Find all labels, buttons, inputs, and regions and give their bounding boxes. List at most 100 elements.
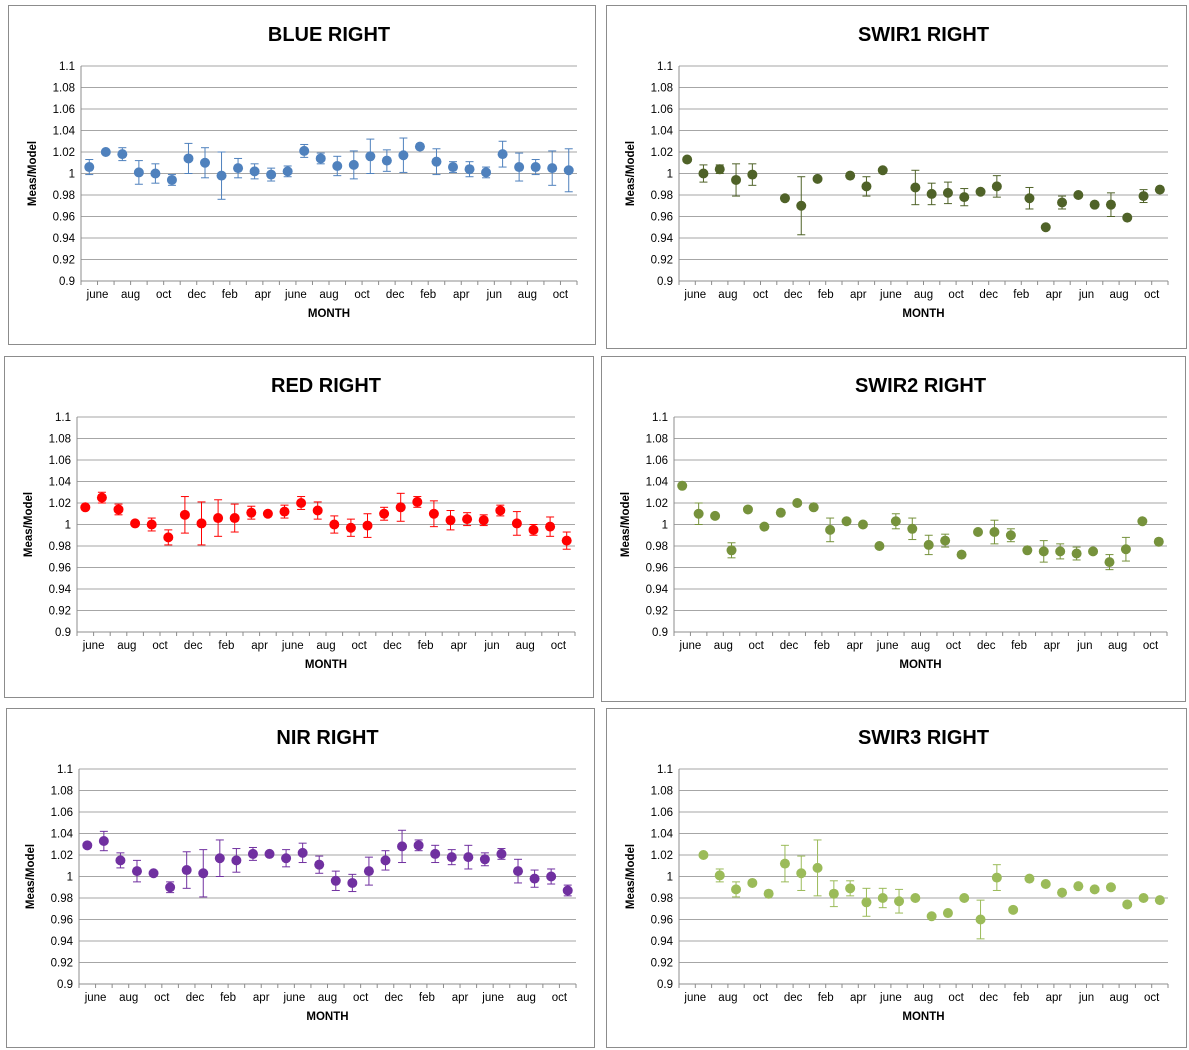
data-point: [496, 848, 507, 859]
data-point: [1073, 190, 1084, 200]
y-tick-label: 0.96: [651, 212, 673, 224]
x-tick-label: feb: [1013, 289, 1029, 301]
data-point: [1040, 879, 1051, 890]
data-point: [747, 169, 758, 180]
y-tick-label: 1.02: [49, 498, 71, 510]
data-point: [115, 855, 126, 866]
x-tick-label: oct: [753, 992, 769, 1004]
chart-panel-swir3-right: SWIR3 RIGHT 0.9 0.92 0.94 0.96 0.98 1 1.02 1.04 1…: [606, 708, 1187, 1048]
data-point: [841, 516, 852, 527]
x-tick-label: oct: [353, 992, 369, 1004]
data-point: [428, 508, 439, 519]
chart-panel-swir1-right: SWIR1 RIGHT 0.9 0.92 0.94 0.96 0.98 1 1.02 1.04 1…: [606, 5, 1187, 349]
data-point: [163, 532, 174, 543]
data-point: [398, 150, 409, 161]
data-point: [165, 882, 176, 893]
x-tick-label: apr: [846, 640, 863, 652]
data-point: [812, 862, 823, 873]
data-point: [315, 153, 326, 164]
x-tick-label: aug: [1108, 640, 1127, 652]
data-point: [763, 888, 774, 899]
data-point: [262, 508, 273, 519]
x-tick-label: aug: [316, 640, 335, 652]
data-point: [956, 549, 967, 560]
x-tick-label: jun: [1076, 640, 1092, 652]
x-tick-label: june: [679, 640, 702, 652]
data-point: [845, 170, 856, 181]
data-point: [926, 911, 937, 922]
x-tick-label: dec: [979, 992, 998, 1004]
x-tick-label: aug: [914, 992, 933, 1004]
data-point: [940, 535, 951, 546]
data-point: [246, 507, 257, 518]
x-tick-label: jun: [1078, 289, 1094, 301]
y-tick-label: 0.96: [51, 915, 73, 927]
x-tick-label: oct: [156, 289, 172, 301]
data-point: [80, 502, 91, 513]
data-point: [363, 866, 374, 877]
y-tick-label: 1.02: [53, 147, 75, 159]
y-tick-label: 0.94: [49, 584, 72, 596]
x-tick-label: apr: [251, 640, 268, 652]
chart-panel-blue-right: BLUE RIGHT 0.9 0.92 0.94 0.96 0.98 1 1.02 1.04 1.…: [8, 5, 596, 345]
data-point: [183, 153, 194, 164]
y-tick-label: 0.96: [53, 212, 75, 224]
data-point: [514, 162, 525, 173]
data-point: [910, 182, 921, 193]
y-tick-label: 1.02: [651, 147, 673, 159]
x-tick-label: aug: [516, 640, 535, 652]
data-point: [731, 884, 742, 895]
data-point: [561, 535, 572, 546]
data-point: [413, 840, 424, 851]
data-point: [845, 883, 856, 894]
data-point: [479, 854, 490, 865]
data-point: [731, 174, 742, 185]
y-tick-label: 1.1: [57, 764, 73, 776]
data-point: [214, 853, 225, 864]
y-tick-label: 0.98: [646, 541, 668, 553]
x-axis-label: MONTH: [306, 1011, 348, 1023]
data-point: [1073, 881, 1084, 892]
x-axis-label: MONTH: [308, 308, 350, 320]
y-tick-label: 1: [667, 872, 673, 884]
y-tick-label: 1.1: [55, 412, 71, 424]
data-point: [1005, 530, 1016, 541]
y-tick-label: 1: [67, 872, 73, 884]
x-tick-label: june: [281, 640, 304, 652]
chart-blue-right: BLUE RIGHT 0.9 0.92 0.94 0.96 0.98 1 1.02 1.04 1.…: [27, 24, 578, 320]
data-point: [546, 871, 557, 882]
data-point: [959, 893, 970, 903]
y-tick-label: 0.92: [646, 606, 668, 618]
data-point: [973, 527, 984, 538]
y-tick-label: 1.1: [657, 61, 673, 73]
x-tick-label: feb: [419, 992, 435, 1004]
data-point: [148, 868, 159, 879]
data-point: [989, 527, 1000, 538]
data-point: [698, 168, 709, 179]
x-tick-label: dec: [384, 992, 403, 1004]
data-point: [1105, 199, 1116, 210]
data-point: [312, 505, 323, 516]
data-point: [332, 160, 343, 171]
chart-title: BLUE RIGHT: [268, 24, 390, 46]
y-tick-label: 0.98: [651, 893, 673, 905]
data-point: [330, 875, 341, 886]
y-tick-label: 0.9: [657, 979, 673, 991]
data-point: [381, 155, 392, 166]
x-tick-label: aug: [914, 289, 933, 301]
data-point: [890, 516, 901, 527]
data-point: [874, 541, 885, 551]
y-tick-label: 1.08: [651, 83, 673, 95]
x-tick-label: aug: [518, 289, 537, 301]
x-tick-label: feb: [1011, 640, 1027, 652]
y-tick-label: 0.94: [651, 233, 674, 245]
data-point: [113, 504, 124, 515]
x-tick-label: apr: [850, 289, 867, 301]
x-tick-label: aug: [119, 992, 138, 1004]
data-point: [1071, 548, 1082, 559]
y-tick-label: 0.98: [53, 190, 75, 202]
x-tick-label: june: [481, 992, 504, 1004]
x-tick-label: aug: [1110, 289, 1129, 301]
x-axis-label: MONTH: [899, 659, 941, 671]
data-point: [926, 188, 937, 199]
